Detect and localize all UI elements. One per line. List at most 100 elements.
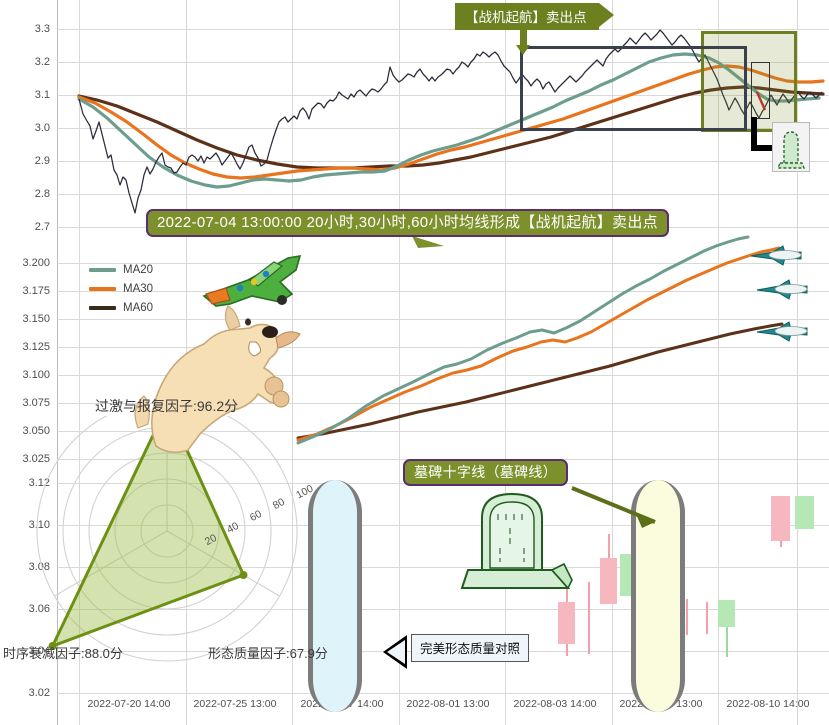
sell-point-flag-label[interactable]: 【战机起航】卖出点 bbox=[455, 3, 613, 30]
gridline bbox=[292, 0, 293, 240]
gridline bbox=[399, 472, 400, 725]
x-tick: 2022-08-01 13:00 bbox=[406, 698, 490, 710]
y-tick: 3.075 bbox=[22, 397, 50, 409]
bot-axis-line bbox=[57, 472, 58, 725]
radar-left-axis-label: 时序衰减因子:88.0分 bbox=[3, 646, 123, 661]
gridline: 3.08 bbox=[29, 561, 829, 573]
y-tick: 3.1 bbox=[34, 89, 50, 101]
bot-plot-area: 3.12 3.10 3.08 3.06 3.04 3.02 bbox=[29, 416, 829, 725]
y-tick: 3.100 bbox=[22, 369, 50, 381]
ma20-color-swatch bbox=[89, 267, 116, 272]
legend-item-ma20[interactable]: MA20 bbox=[89, 260, 153, 279]
y-tick: 2.7 bbox=[34, 221, 50, 233]
x-tick: 2022-07-20 14:00 bbox=[87, 698, 171, 710]
gridline bbox=[399, 0, 400, 240]
radar-point bbox=[48, 642, 57, 650]
airplane-icon bbox=[756, 321, 808, 342]
legend-item-ma30[interactable]: MA30 bbox=[89, 279, 153, 298]
y-tick: 3.050 bbox=[22, 425, 50, 437]
panel-candlesticks: 3.12 3.10 3.08 3.06 3.04 3.02 bbox=[0, 416, 829, 725]
pattern-box bbox=[520, 46, 747, 131]
legend-label: MA20 bbox=[123, 263, 154, 276]
gridline bbox=[505, 0, 506, 240]
gridline: 3.150 bbox=[22, 313, 829, 325]
x-tick: 2022-07-25 13:00 bbox=[193, 698, 277, 710]
y-tick: 3.2 bbox=[34, 56, 50, 68]
gridline: 3.06 bbox=[29, 603, 829, 615]
gridline bbox=[79, 240, 80, 472]
y-tick: 3.175 bbox=[22, 285, 50, 297]
gridline bbox=[612, 240, 613, 472]
y-tick: 2.9 bbox=[34, 155, 50, 167]
gridline bbox=[797, 240, 798, 472]
gridline: 3.175 bbox=[22, 285, 829, 297]
x-axis: 2022-07-20 14:00 2022-07-25 13:00 2022-0… bbox=[57, 695, 829, 725]
gridline bbox=[292, 240, 293, 472]
legend-label: MA30 bbox=[123, 282, 154, 295]
ma-legend: MA20 MA30 MA60 bbox=[89, 260, 153, 317]
flag-stem bbox=[516, 29, 530, 55]
gridline bbox=[718, 472, 719, 725]
tombstone-banner[interactable]: 墓碑十字线（墓碑线） bbox=[403, 459, 568, 487]
y-tick: 3.150 bbox=[22, 313, 50, 325]
y-tick: 3.10 bbox=[28, 519, 50, 531]
gridline: 2.9 bbox=[35, 155, 829, 167]
gridline bbox=[505, 240, 506, 472]
mid-axis-line bbox=[57, 240, 58, 472]
top-axis-line bbox=[57, 0, 58, 240]
tombstone-small-icon[interactable] bbox=[772, 122, 810, 172]
reference-zone-right bbox=[631, 480, 685, 712]
gridline bbox=[505, 472, 506, 725]
gridline bbox=[79, 472, 80, 725]
radar-right-axis-label: 形态质量因子:67.9分 bbox=[208, 646, 328, 661]
ma60-color-swatch bbox=[89, 305, 116, 310]
gridline bbox=[186, 0, 187, 240]
comparison-callout-arrow bbox=[383, 635, 407, 669]
y-tick: 3.02 bbox=[28, 687, 50, 699]
radar-area bbox=[49, 416, 246, 649]
y-tick: 3.025 bbox=[22, 453, 50, 465]
gridline bbox=[399, 240, 400, 472]
y-tick: 3.06 bbox=[28, 603, 50, 615]
legend-label: MA60 bbox=[123, 301, 154, 314]
radar-chart bbox=[36, 416, 298, 662]
gridline: 3.3 bbox=[35, 23, 829, 35]
tombstone-small-glyph bbox=[776, 131, 806, 169]
gridline bbox=[797, 472, 798, 725]
y-tick: 3.3 bbox=[34, 23, 50, 35]
y-tick: 3.125 bbox=[22, 341, 50, 353]
gridline: 3.125 bbox=[22, 341, 829, 353]
gridline: 2.8 bbox=[35, 188, 829, 200]
gridline: 3.100 bbox=[22, 369, 829, 381]
gridline: 3.10 bbox=[29, 519, 829, 531]
mid-ma60-line bbox=[296, 322, 784, 440]
y-tick: 2.8 bbox=[34, 188, 50, 200]
y-tick: 3.200 bbox=[22, 257, 50, 269]
panel-price-overview: 3.3 3.2 3.1 3.0 2.9 2.8 2.7 bbox=[0, 0, 829, 240]
ma30-color-swatch bbox=[89, 286, 116, 291]
gridline bbox=[79, 0, 80, 240]
legend-item-ma60[interactable]: MA60 bbox=[89, 298, 153, 317]
gridline bbox=[718, 240, 719, 472]
main-signal-banner[interactable]: 2022-07-04 13:00:00 20小时,30小时,60小时均线形成【战… bbox=[146, 209, 669, 238]
gridline bbox=[186, 472, 187, 725]
reference-zone-left bbox=[308, 480, 362, 712]
airplane-icon bbox=[756, 279, 808, 300]
signal-candle-box bbox=[751, 62, 770, 119]
radar-point bbox=[239, 571, 248, 579]
top-plot-area: 3.3 3.2 3.1 3.0 2.9 2.8 2.7 bbox=[35, 0, 829, 240]
gridline: 3.02 bbox=[29, 687, 829, 699]
comparison-callout[interactable]: 完美形态质量对照 bbox=[411, 634, 530, 662]
gridline bbox=[292, 472, 293, 725]
y-tick: 3.04 bbox=[28, 645, 50, 657]
x-tick: 2022-08-03 14:00 bbox=[513, 698, 597, 710]
y-tick: 3.0 bbox=[34, 122, 50, 134]
airplane-icon-group bbox=[750, 245, 808, 342]
x-tick: 2022-08-10 14:00 bbox=[726, 698, 810, 710]
gridline: 3.200 bbox=[22, 257, 829, 269]
mid-ma30-line bbox=[296, 246, 781, 442]
radar-top-axis-label: 过激与报复因子:96.2分 bbox=[95, 398, 239, 414]
y-tick: 3.08 bbox=[28, 561, 50, 573]
mid-ma20-line bbox=[296, 235, 750, 445]
